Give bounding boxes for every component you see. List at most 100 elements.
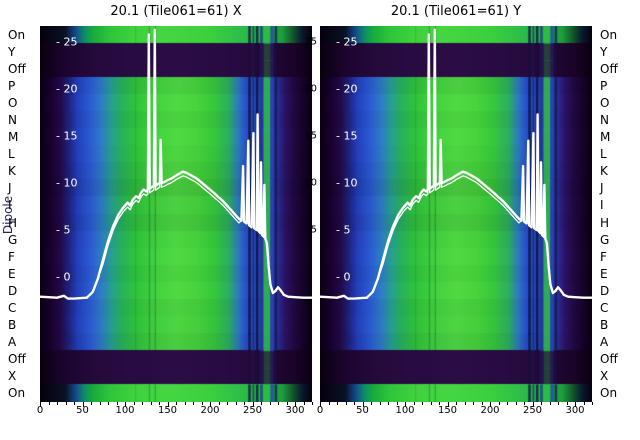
- row-label-left: N: [8, 113, 17, 127]
- y-axis-inner-tick: - 25: [336, 35, 358, 49]
- x-minor-tick-mark: [566, 402, 568, 405]
- x-minor-tick-mark: [269, 402, 271, 405]
- row-label-right: B: [600, 318, 609, 333]
- x-minor-tick-mark: [142, 402, 143, 405]
- x-minor-tick-mark: [430, 402, 432, 405]
- row-label-right: G: [600, 232, 610, 247]
- row-label-right: K: [600, 164, 608, 179]
- x-major-tick-mark: [575, 402, 576, 407]
- x-minor-tick-mark: [464, 402, 466, 405]
- x-major-tick-mark: [490, 402, 491, 407]
- row-label-left: A: [8, 335, 17, 350]
- y-axis-inner-tick: - 20: [56, 82, 78, 96]
- row-label-right: I: [600, 198, 604, 213]
- x-minor-tick-mark: [439, 402, 440, 405]
- row-label-right: H: [600, 215, 610, 230]
- y-axis-right-tick: 5: [310, 224, 317, 236]
- x-minor-tick-mark: [74, 402, 75, 405]
- x-major-tick-mark: [252, 402, 254, 407]
- panel-title-x: 20.1 (Tile061=61) X: [110, 4, 242, 19]
- x-tick-label: 0: [36, 405, 44, 416]
- y-axis-inner-tick: - 10: [336, 176, 358, 190]
- x-minor-tick-mark: [328, 402, 330, 405]
- x-major-tick-mark: [532, 402, 534, 407]
- x-tick-label: 300: [565, 405, 585, 416]
- heatmap-canvas: [320, 26, 592, 402]
- x-minor-tick-mark: [193, 402, 194, 405]
- x-minor-tick-mark: [184, 402, 186, 405]
- row-label-right: On: [600, 386, 618, 401]
- x-major-tick-mark: [167, 402, 169, 407]
- x-tick-label: 50: [356, 405, 369, 416]
- bandpass-curve-line: [319, 33, 593, 300]
- row-label-left: On: [8, 386, 26, 401]
- x-tick-label: 250: [522, 405, 543, 416]
- x-tick-label: 50: [76, 405, 89, 416]
- row-label-left: I: [8, 198, 12, 213]
- x-major-tick-mark: [447, 402, 449, 407]
- x-minor-tick-mark: [371, 402, 372, 405]
- x-minor-tick-mark: [592, 402, 593, 405]
- row-label-right: X: [600, 369, 609, 384]
- x-tick-label: 250: [242, 405, 263, 416]
- x-minor-tick-mark: [558, 402, 559, 405]
- x-minor-tick-mark: [354, 402, 355, 405]
- y-axis-inner-tick: - 0: [56, 270, 71, 284]
- row-label-left: H: [8, 215, 18, 230]
- bandpass-curve-line: [38, 28, 314, 300]
- x-minor-tick-mark: [583, 402, 585, 405]
- x-minor-tick-mark: [65, 402, 67, 405]
- y-axis-right-tick: 10: [304, 177, 317, 189]
- row-label-left: X: [8, 369, 17, 384]
- row-label-left: Off: [8, 61, 26, 76]
- y-axis-right-tick: 25: [304, 36, 317, 48]
- x-minor-tick-mark: [481, 402, 483, 405]
- row-label-left: C: [8, 301, 17, 315]
- row-label-left: Y: [8, 44, 16, 59]
- x-minor-tick-mark: [261, 402, 262, 405]
- x-minor-tick-mark: [498, 402, 500, 405]
- x-minor-tick-mark: [524, 402, 525, 405]
- row-label-right: Off: [600, 61, 618, 76]
- x-minor-tick-mark: [91, 402, 92, 405]
- row-label-right: O: [600, 95, 610, 110]
- x-tick-label: 100: [115, 405, 135, 416]
- x-minor-tick-mark: [549, 402, 551, 405]
- x-major-tick-mark: [40, 402, 41, 407]
- x-minor-tick-mark: [286, 402, 288, 405]
- row-label-right: M: [600, 130, 611, 145]
- panel-title-y: 20.1 (Tile061=61) Y: [390, 4, 522, 19]
- y-axis-inner-tick: - 15: [56, 129, 78, 143]
- x-major-tick-mark: [405, 402, 406, 407]
- x-tick-label: 200: [480, 405, 500, 416]
- x-minor-tick-mark: [218, 402, 220, 405]
- x-major-tick-mark: [295, 402, 296, 407]
- row-label-right: D: [600, 283, 610, 298]
- row-label-right: E: [600, 266, 608, 281]
- row-label-right: Off: [600, 352, 618, 367]
- x-minor-tick-mark: [388, 402, 389, 405]
- row-label-left: Off: [8, 352, 26, 367]
- x-minor-tick-mark: [99, 402, 101, 405]
- x-minor-tick-mark: [541, 402, 542, 405]
- x-minor-tick-mark: [201, 402, 203, 405]
- x-minor-tick-mark: [456, 402, 457, 405]
- y-axis-inner-tick: - 25: [56, 35, 78, 49]
- heatmap-panel-x: - 25 - 20 - 15 - 10 - 5 - 0: [38, 26, 314, 402]
- row-label-left: P: [8, 78, 16, 93]
- heatmap-canvas: [40, 26, 312, 402]
- x-tick-label: 100: [395, 405, 415, 416]
- x-minor-tick-mark: [235, 402, 237, 405]
- row-label-left: K: [8, 164, 16, 179]
- x-minor-tick-mark: [48, 402, 50, 405]
- row-label-left: B: [8, 318, 17, 333]
- x-minor-tick-mark: [515, 402, 517, 405]
- x-tick-label: 0: [316, 405, 324, 416]
- y-axis-inner-tick: - 5: [336, 223, 351, 237]
- y-axis-inner-tick: - 5: [56, 223, 71, 237]
- row-label-left: O: [8, 95, 18, 110]
- x-minor-tick-mark: [244, 402, 245, 405]
- x-minor-tick-mark: [303, 402, 305, 405]
- bandpass-curve: [318, 28, 594, 300]
- x-tick-label: 300: [285, 405, 305, 416]
